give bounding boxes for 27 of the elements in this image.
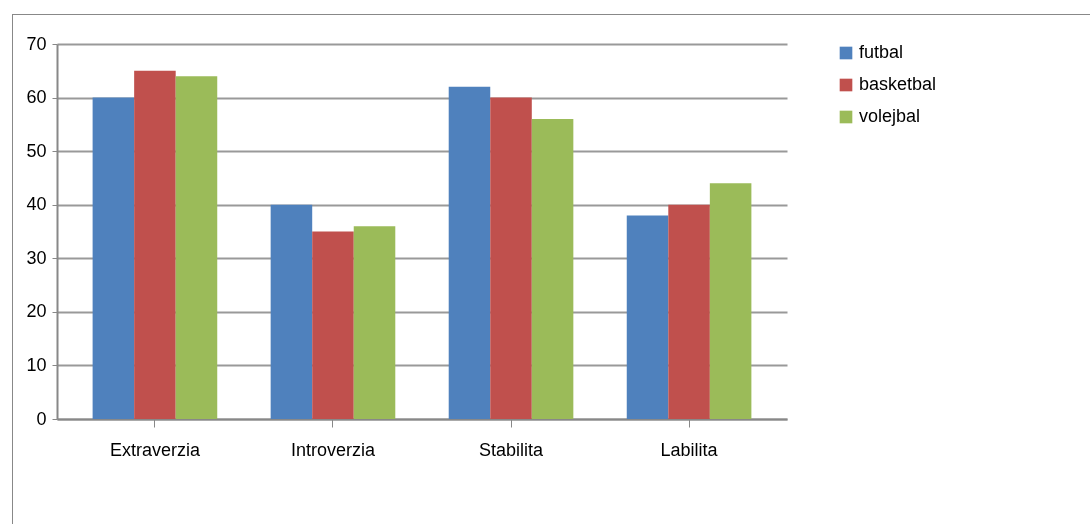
bar — [668, 204, 710, 419]
bar — [531, 119, 574, 419]
y-tick-label: 10 — [26, 354, 47, 375]
y-tick-label: 30 — [26, 247, 47, 268]
bar — [270, 204, 313, 419]
legend-label: volejbal — [859, 106, 921, 126]
bar — [490, 97, 532, 419]
bar — [626, 215, 669, 419]
bar — [175, 76, 218, 419]
bar — [92, 97, 135, 419]
bar — [709, 183, 752, 419]
x-tick-label: Stabilita — [479, 439, 545, 460]
x-tick-label: Introverzia — [290, 439, 376, 460]
bar — [312, 231, 354, 419]
y-tick-label: 40 — [26, 194, 47, 215]
y-tick-label: 70 — [26, 33, 47, 54]
legend-label: basketbal — [859, 74, 937, 94]
x-tick-label: Labilita — [660, 439, 719, 460]
bar — [448, 86, 491, 419]
legend-label: futbal — [859, 42, 904, 62]
x-tick-label: Extraverzia — [109, 439, 201, 460]
y-tick-label: 60 — [26, 87, 47, 108]
y-tick-label: 0 — [36, 408, 47, 429]
y-tick-label: 50 — [26, 140, 47, 161]
bar — [134, 70, 176, 419]
y-tick-label: 20 — [26, 301, 47, 322]
bar — [353, 226, 396, 419]
